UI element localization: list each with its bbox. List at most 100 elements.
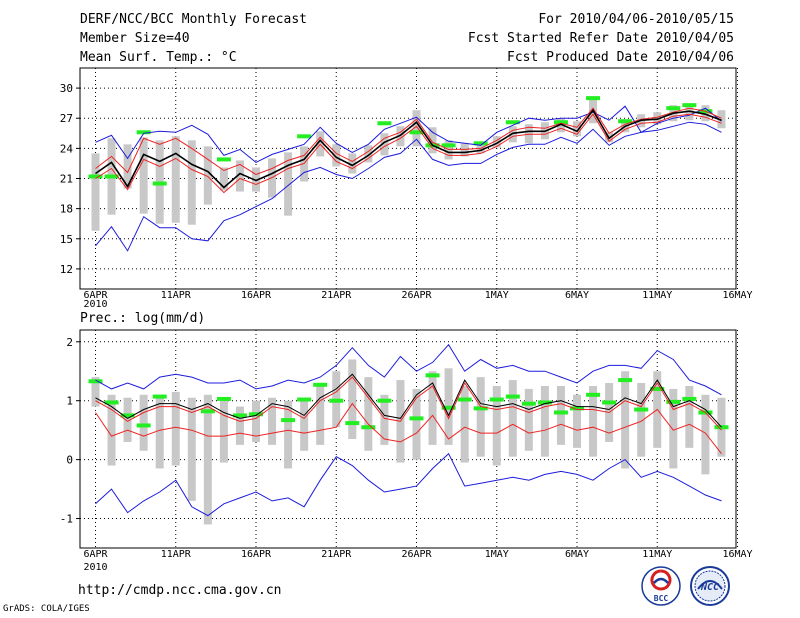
series-line-ensemble-max bbox=[95, 343, 722, 396]
source-url[interactable]: http://cmdp.ncc.cma.gov.cn bbox=[78, 583, 282, 598]
y-tick-label: 0 bbox=[66, 454, 73, 467]
range-bar bbox=[139, 394, 148, 451]
green-marker bbox=[441, 143, 456, 148]
range-bar bbox=[316, 383, 325, 445]
range-bar bbox=[492, 385, 501, 466]
y-tick-label: 24 bbox=[60, 142, 74, 155]
series-line-ensemble-lower bbox=[95, 402, 722, 455]
green-marker bbox=[505, 394, 520, 399]
green-marker bbox=[489, 397, 504, 402]
y-tick-label: 2 bbox=[66, 336, 73, 349]
green-marker bbox=[666, 106, 681, 111]
range-bar bbox=[364, 145, 373, 163]
chart-title: DERF/NCC/BCC Monthly Forecast bbox=[80, 12, 307, 27]
y-tick-label: -1 bbox=[60, 513, 73, 526]
green-marker bbox=[409, 416, 424, 421]
green-marker bbox=[377, 398, 392, 403]
range-bar bbox=[300, 146, 309, 182]
x-tick-label: 26APR bbox=[401, 290, 432, 301]
range-bar bbox=[107, 394, 116, 466]
range-bar bbox=[123, 397, 132, 442]
green-marker bbox=[377, 121, 392, 126]
x-year-label: 2010 bbox=[83, 299, 107, 310]
green-marker bbox=[682, 396, 697, 401]
range-bar bbox=[348, 153, 357, 174]
range-bar bbox=[428, 371, 437, 445]
green-marker bbox=[88, 379, 103, 384]
chart-panel-precipitation: Prec.: log(mm/d) 6APR 11APR 16APR 21APR 26APR… bbox=[60, 311, 753, 573]
x-tick-label: 1MAY bbox=[485, 290, 509, 301]
forecast-period: For 2010/04/06-2010/05/15 bbox=[538, 12, 734, 27]
green-marker bbox=[152, 181, 167, 186]
range-bar bbox=[332, 144, 341, 167]
range-bar bbox=[701, 394, 710, 475]
range-bar bbox=[380, 133, 389, 156]
range-bar bbox=[364, 377, 373, 451]
range-bar bbox=[380, 394, 389, 445]
range-bar bbox=[203, 146, 212, 205]
range-bar bbox=[91, 377, 100, 407]
grads-credit: GrADS: COLA/IGES bbox=[3, 604, 90, 614]
y-tick-label: 12 bbox=[60, 263, 73, 276]
green-marker bbox=[200, 409, 215, 414]
bcc-logo: BCC bbox=[640, 565, 682, 611]
green-marker bbox=[297, 397, 312, 402]
range-bar bbox=[589, 385, 598, 457]
range-bar bbox=[187, 397, 196, 501]
x-tick-label: 1MAY bbox=[485, 549, 509, 560]
svg-text:NCC: NCC bbox=[700, 582, 719, 593]
range-bar bbox=[171, 391, 180, 466]
green-marker bbox=[537, 400, 552, 405]
range-bar bbox=[637, 383, 646, 457]
green-marker bbox=[297, 134, 312, 139]
green-marker bbox=[409, 130, 424, 135]
range-bar bbox=[476, 377, 485, 457]
x-tick-label: 11MAY bbox=[642, 290, 672, 301]
green-marker bbox=[152, 394, 167, 399]
green-marker bbox=[618, 378, 633, 383]
green-marker bbox=[313, 382, 328, 387]
y-tick-label: 18 bbox=[60, 203, 73, 216]
range-bar bbox=[219, 400, 228, 463]
range-bar bbox=[412, 110, 421, 147]
range-bar bbox=[524, 388, 533, 451]
green-marker bbox=[120, 413, 135, 418]
green-marker bbox=[104, 400, 119, 405]
series-line-ensemble-upper bbox=[95, 107, 722, 176]
green-marker bbox=[650, 386, 665, 391]
ncc-logo: NCC bbox=[688, 565, 732, 611]
range-bar bbox=[171, 136, 180, 223]
range-bar bbox=[428, 127, 437, 154]
series-line-ensemble-min bbox=[95, 452, 722, 517]
green-marker bbox=[634, 407, 649, 412]
green-marker bbox=[457, 397, 472, 402]
y-tick-label: 15 bbox=[60, 233, 73, 246]
range-bar bbox=[412, 388, 421, 460]
x-tick-label: 11APR bbox=[161, 290, 192, 301]
range-bar bbox=[348, 359, 357, 439]
range-bar bbox=[300, 397, 309, 451]
range-bar bbox=[123, 144, 132, 189]
green-marker bbox=[216, 396, 231, 401]
green-marker bbox=[602, 400, 617, 405]
green-marker bbox=[618, 119, 633, 124]
range-bar bbox=[492, 136, 501, 148]
range-bar bbox=[621, 371, 630, 469]
x-tick-label: 21APR bbox=[321, 290, 352, 301]
range-bar bbox=[556, 385, 565, 445]
x-tick-label: 16MAY bbox=[722, 549, 752, 560]
variable-label: Mean Surf. Temp.: °C bbox=[80, 50, 237, 65]
series-line-ensemble-max bbox=[95, 105, 722, 163]
green-marker bbox=[249, 412, 263, 417]
series-line-ensemble-median bbox=[95, 108, 722, 189]
range-bar bbox=[540, 385, 549, 457]
panel-title: Prec.: log(mm/d) bbox=[80, 311, 205, 326]
range-bar bbox=[508, 126, 517, 143]
range-bar bbox=[284, 400, 293, 469]
green-marker bbox=[682, 103, 697, 108]
green-marker bbox=[473, 141, 488, 146]
range-bar bbox=[685, 385, 694, 448]
range-bar bbox=[203, 394, 212, 525]
green-marker bbox=[232, 413, 247, 418]
range-bar bbox=[573, 394, 581, 448]
